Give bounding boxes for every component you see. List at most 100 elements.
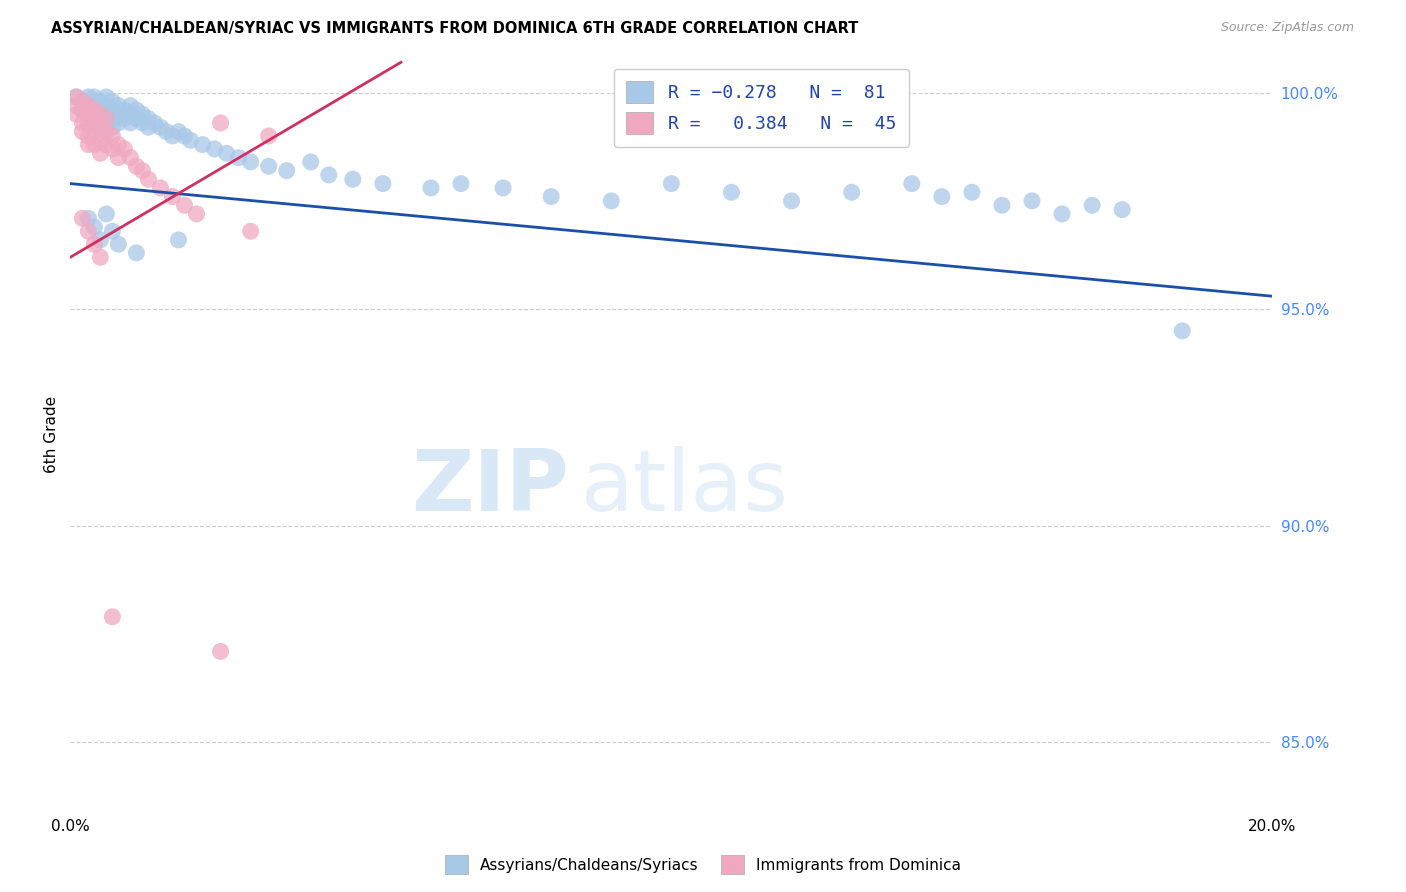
Point xyxy=(77,211,100,226)
Point xyxy=(257,128,280,143)
Point xyxy=(77,90,100,104)
Point xyxy=(1171,324,1194,338)
Point xyxy=(83,90,105,104)
Legend: Assyrians/Chaldeans/Syriacs, Immigrants from Dominica: Assyrians/Chaldeans/Syriacs, Immigrants … xyxy=(439,849,967,880)
Point xyxy=(257,159,280,173)
Point xyxy=(96,137,118,152)
Point xyxy=(101,128,124,143)
Point xyxy=(120,116,142,130)
Point xyxy=(204,142,226,156)
Text: ASSYRIAN/CHALDEAN/SYRIAC VS IMMIGRANTS FROM DOMINICA 6TH GRADE CORRELATION CHART: ASSYRIAN/CHALDEAN/SYRIAC VS IMMIGRANTS F… xyxy=(51,21,858,37)
Point xyxy=(101,103,124,117)
Point xyxy=(96,207,118,221)
Point xyxy=(167,233,190,247)
Point xyxy=(83,103,105,117)
Point xyxy=(991,198,1014,212)
Point xyxy=(112,142,135,156)
Point xyxy=(138,120,160,135)
Point xyxy=(72,211,94,226)
Text: ZIP: ZIP xyxy=(412,446,569,529)
Point xyxy=(77,137,100,152)
Point xyxy=(101,609,124,624)
Point xyxy=(89,95,111,109)
Point xyxy=(96,112,118,126)
Point xyxy=(841,186,863,200)
Point xyxy=(101,142,124,156)
Legend: R = −0.278   N =  81, R =   0.384   N =  45: R = −0.278 N = 81, R = 0.384 N = 45 xyxy=(613,69,908,147)
Point xyxy=(96,116,118,130)
Point xyxy=(960,186,983,200)
Point xyxy=(107,151,129,165)
Point xyxy=(89,250,111,264)
Point xyxy=(96,90,118,104)
Point xyxy=(299,155,322,169)
Point xyxy=(661,177,683,191)
Point xyxy=(120,98,142,112)
Point xyxy=(65,90,87,104)
Point xyxy=(83,125,105,139)
Y-axis label: 6th Grade: 6th Grade xyxy=(44,396,59,474)
Point xyxy=(450,177,472,191)
Point xyxy=(77,107,100,121)
Point xyxy=(318,168,340,182)
Point xyxy=(125,112,148,126)
Point xyxy=(1081,198,1104,212)
Point xyxy=(125,103,148,117)
Point xyxy=(131,163,153,178)
Point xyxy=(149,181,172,195)
Point xyxy=(540,189,562,203)
Point xyxy=(371,177,394,191)
Point xyxy=(83,219,105,234)
Point xyxy=(89,112,111,126)
Point xyxy=(77,98,100,112)
Point xyxy=(83,112,105,126)
Point xyxy=(101,112,124,126)
Point xyxy=(96,98,118,112)
Point xyxy=(155,125,177,139)
Point xyxy=(77,107,100,121)
Point xyxy=(96,125,118,139)
Point xyxy=(77,128,100,143)
Point xyxy=(83,137,105,152)
Point xyxy=(931,189,953,203)
Point xyxy=(72,103,94,117)
Point xyxy=(89,120,111,135)
Point xyxy=(72,95,94,109)
Point xyxy=(342,172,364,186)
Point xyxy=(173,198,195,212)
Point xyxy=(77,116,100,130)
Point xyxy=(209,644,232,658)
Point xyxy=(72,116,94,130)
Point xyxy=(83,107,105,121)
Point xyxy=(112,112,135,126)
Point xyxy=(138,112,160,126)
Point xyxy=(96,107,118,121)
Point xyxy=(1050,207,1073,221)
Point xyxy=(239,224,262,238)
Point xyxy=(780,194,803,208)
Point xyxy=(173,128,195,143)
Point xyxy=(107,107,129,121)
Point xyxy=(131,107,153,121)
Text: atlas: atlas xyxy=(581,446,789,529)
Point xyxy=(1021,194,1043,208)
Point xyxy=(89,107,111,121)
Point xyxy=(77,224,100,238)
Point xyxy=(89,133,111,147)
Point xyxy=(101,120,124,135)
Point xyxy=(77,98,100,112)
Point xyxy=(72,103,94,117)
Point xyxy=(89,233,111,247)
Point xyxy=(180,133,202,147)
Point xyxy=(138,172,160,186)
Point xyxy=(83,98,105,112)
Point xyxy=(101,95,124,109)
Point xyxy=(492,181,515,195)
Point xyxy=(420,181,443,195)
Point xyxy=(276,163,298,178)
Point xyxy=(72,95,94,109)
Point xyxy=(72,125,94,139)
Point xyxy=(107,237,129,252)
Point xyxy=(120,107,142,121)
Point xyxy=(209,116,232,130)
